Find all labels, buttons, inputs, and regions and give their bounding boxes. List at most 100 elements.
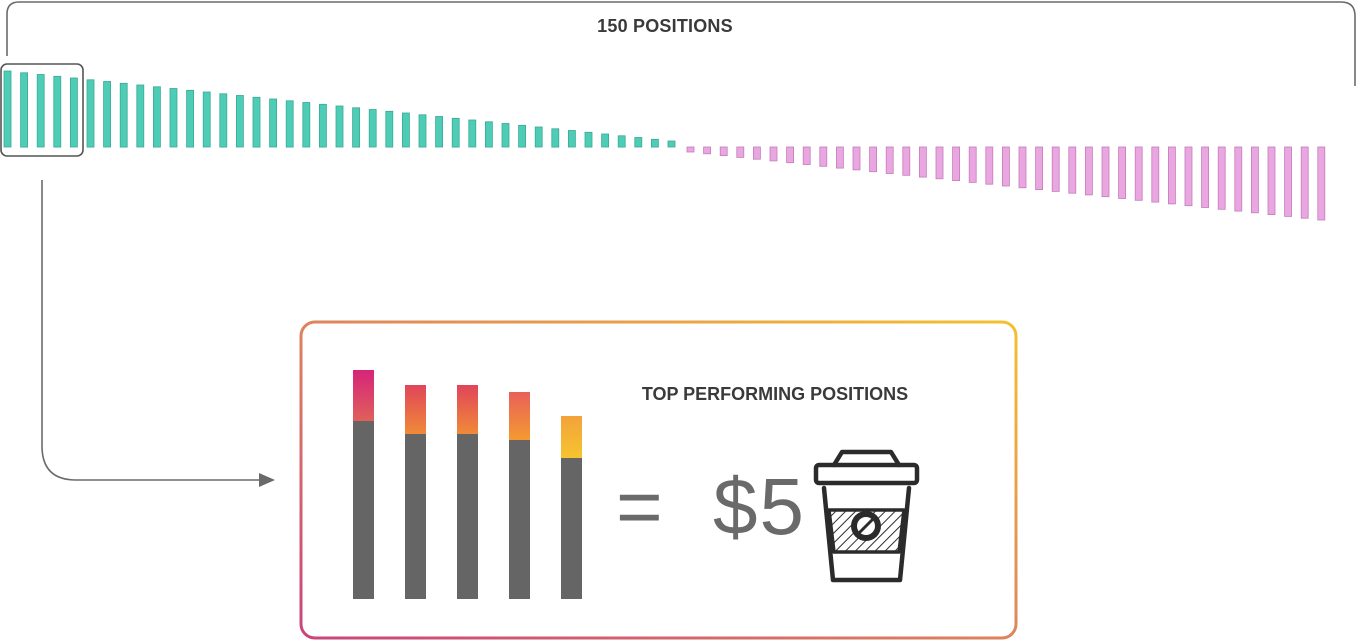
position-bar-positive xyxy=(468,119,477,148)
position-bar-positive xyxy=(352,107,361,148)
position-bar-positive xyxy=(235,95,244,148)
position-bar-positive xyxy=(451,117,460,148)
position-bar-positive xyxy=(202,91,211,148)
position-bar-positive xyxy=(219,93,228,148)
position-bar-negative xyxy=(1267,146,1276,215)
position-bar-positive xyxy=(435,116,444,148)
card-title: TOP PERFORMING POSITIONS xyxy=(641,384,909,404)
position-bar-negative xyxy=(1068,146,1077,194)
position-bar-positive xyxy=(53,75,62,148)
equals-price: = $5 xyxy=(616,462,806,552)
position-bar-negative xyxy=(1002,146,1010,187)
position-bar-positive xyxy=(484,121,493,148)
position-bar-negative xyxy=(836,146,844,169)
position-bar-positive xyxy=(20,72,29,148)
position-bar-positive xyxy=(169,88,178,148)
position-bar-negative xyxy=(1018,146,1027,189)
position-bar-positive xyxy=(518,124,526,148)
position-bar-positive xyxy=(501,123,510,148)
top-performing-card xyxy=(299,320,1018,640)
position-bar-positive xyxy=(634,137,643,148)
position-bar-negative xyxy=(1284,146,1292,217)
top-bar-segment xyxy=(509,392,530,440)
coffee-cup-icon xyxy=(813,449,920,583)
top-bar-segment xyxy=(353,370,374,421)
position-bar-positive xyxy=(252,96,261,148)
top-bar-base xyxy=(561,458,582,599)
position-bar-positive xyxy=(70,77,78,148)
position-bar-positive xyxy=(318,103,327,148)
positions-count-label: 150 POSITIONS xyxy=(597,16,733,36)
position-bar-negative xyxy=(852,146,861,171)
position-bar-positive xyxy=(119,82,128,148)
position-bar-negative xyxy=(968,146,977,183)
position-bar-positive xyxy=(418,114,427,148)
position-bar-positive xyxy=(269,98,278,148)
position-bar-negative xyxy=(1118,146,1126,199)
position-bar-negative xyxy=(802,146,811,165)
position-bar-positive xyxy=(36,74,45,148)
position-bar-negative xyxy=(1234,146,1243,212)
position-bar-positive xyxy=(617,135,626,148)
position-bar-positive xyxy=(651,138,659,148)
position-bar-negative xyxy=(1201,146,1209,208)
position-bar-positive xyxy=(401,112,410,148)
position-bar-positive xyxy=(302,102,311,148)
position-bar-positive xyxy=(534,126,543,148)
position-bar-positive xyxy=(335,105,344,148)
position-bar-negative xyxy=(769,146,778,162)
top-bar-segment xyxy=(405,385,426,434)
top-bar-segment xyxy=(457,385,478,434)
position-bar-negative xyxy=(1051,146,1060,192)
position-bar-negative xyxy=(902,146,911,176)
position-bar-positive xyxy=(103,81,111,148)
position-bar-positive xyxy=(667,140,676,148)
top-bar-base xyxy=(353,421,374,599)
top-five-stacked-bars xyxy=(353,370,582,599)
top-bar-segment xyxy=(561,416,582,458)
position-bar-positive xyxy=(584,131,593,148)
position-bar-negative xyxy=(1300,146,1309,219)
position-bar-negative xyxy=(736,146,745,158)
position-bar-positive xyxy=(186,89,195,148)
position-bar-negative xyxy=(786,146,794,164)
position-bar-negative xyxy=(952,146,960,181)
position-bar-negative xyxy=(985,146,994,185)
position-bar-positive xyxy=(152,86,161,148)
position-bar-positive xyxy=(568,130,576,148)
position-bar-positive xyxy=(3,70,12,148)
position-bar-negative xyxy=(1168,146,1176,205)
positions-bar-strip xyxy=(3,70,1326,221)
position-bar-negative xyxy=(1184,146,1193,207)
position-bar-negative xyxy=(686,146,695,153)
position-bar-negative xyxy=(1251,146,1259,214)
position-bar-positive xyxy=(86,79,95,148)
equals-sign: = xyxy=(616,462,665,551)
top-positions-highlight[interactable] xyxy=(0,63,84,157)
position-bar-negative xyxy=(885,146,894,174)
position-bar-negative xyxy=(1317,146,1326,221)
position-bar-negative xyxy=(703,146,711,155)
price-label: $5 xyxy=(712,462,806,551)
position-bar-positive xyxy=(601,133,609,148)
position-bar-negative xyxy=(1035,146,1043,190)
top-bar-base xyxy=(457,434,478,599)
position-bar-negative xyxy=(719,146,728,157)
position-bar-negative xyxy=(935,146,944,180)
position-bar-negative xyxy=(1217,146,1226,210)
position-bar-negative xyxy=(919,146,927,178)
position-bar-negative xyxy=(753,146,761,160)
position-bar-negative xyxy=(869,146,877,173)
position-bar-positive xyxy=(551,128,560,148)
position-bar-negative xyxy=(1085,146,1093,196)
position-bar-positive xyxy=(136,84,145,148)
arrow-right-icon xyxy=(41,180,275,487)
position-bar-positive xyxy=(385,110,394,148)
position-bar-negative xyxy=(819,146,828,167)
position-bar-negative xyxy=(1151,146,1160,203)
position-bar-negative xyxy=(1134,146,1143,201)
top-bar-base xyxy=(405,434,426,599)
top-bar-base xyxy=(509,440,530,599)
position-bar-positive xyxy=(368,109,377,148)
